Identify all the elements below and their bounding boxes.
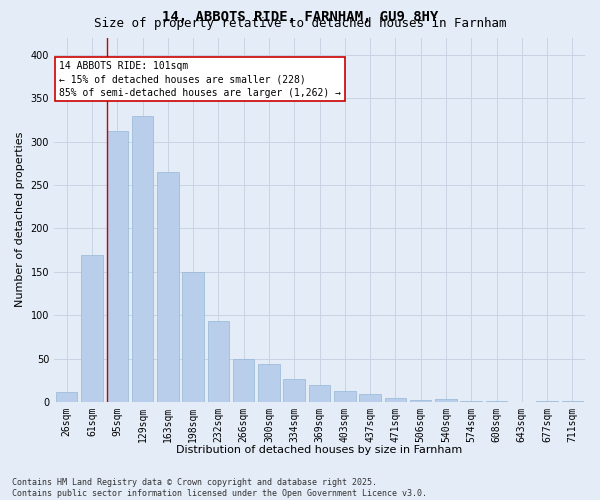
Bar: [435, 398, 457, 402]
Bar: [157, 172, 179, 402]
Bar: [258, 364, 280, 402]
X-axis label: Distribution of detached houses by size in Farnham: Distribution of detached houses by size …: [176, 445, 463, 455]
Bar: [460, 401, 482, 402]
Bar: [56, 392, 77, 402]
Bar: [359, 394, 381, 402]
Bar: [81, 254, 103, 402]
Bar: [283, 378, 305, 402]
Bar: [385, 398, 406, 402]
Text: 14 ABBOTS RIDE: 101sqm
← 15% of detached houses are smaller (228)
85% of semi-de: 14 ABBOTS RIDE: 101sqm ← 15% of detached…: [59, 61, 341, 98]
Bar: [486, 401, 507, 402]
Text: Size of property relative to detached houses in Farnham: Size of property relative to detached ho…: [94, 18, 506, 30]
Y-axis label: Number of detached properties: Number of detached properties: [15, 132, 25, 308]
Text: Contains HM Land Registry data © Crown copyright and database right 2025.
Contai: Contains HM Land Registry data © Crown c…: [12, 478, 427, 498]
Bar: [562, 401, 583, 402]
Bar: [132, 116, 153, 402]
Bar: [309, 384, 330, 402]
Bar: [208, 322, 229, 402]
Bar: [233, 358, 254, 402]
Bar: [410, 400, 431, 402]
Bar: [107, 132, 128, 402]
Bar: [182, 272, 204, 402]
Text: 14, ABBOTS RIDE, FARNHAM, GU9 8HY: 14, ABBOTS RIDE, FARNHAM, GU9 8HY: [162, 10, 438, 24]
Bar: [334, 391, 356, 402]
Bar: [536, 401, 558, 402]
